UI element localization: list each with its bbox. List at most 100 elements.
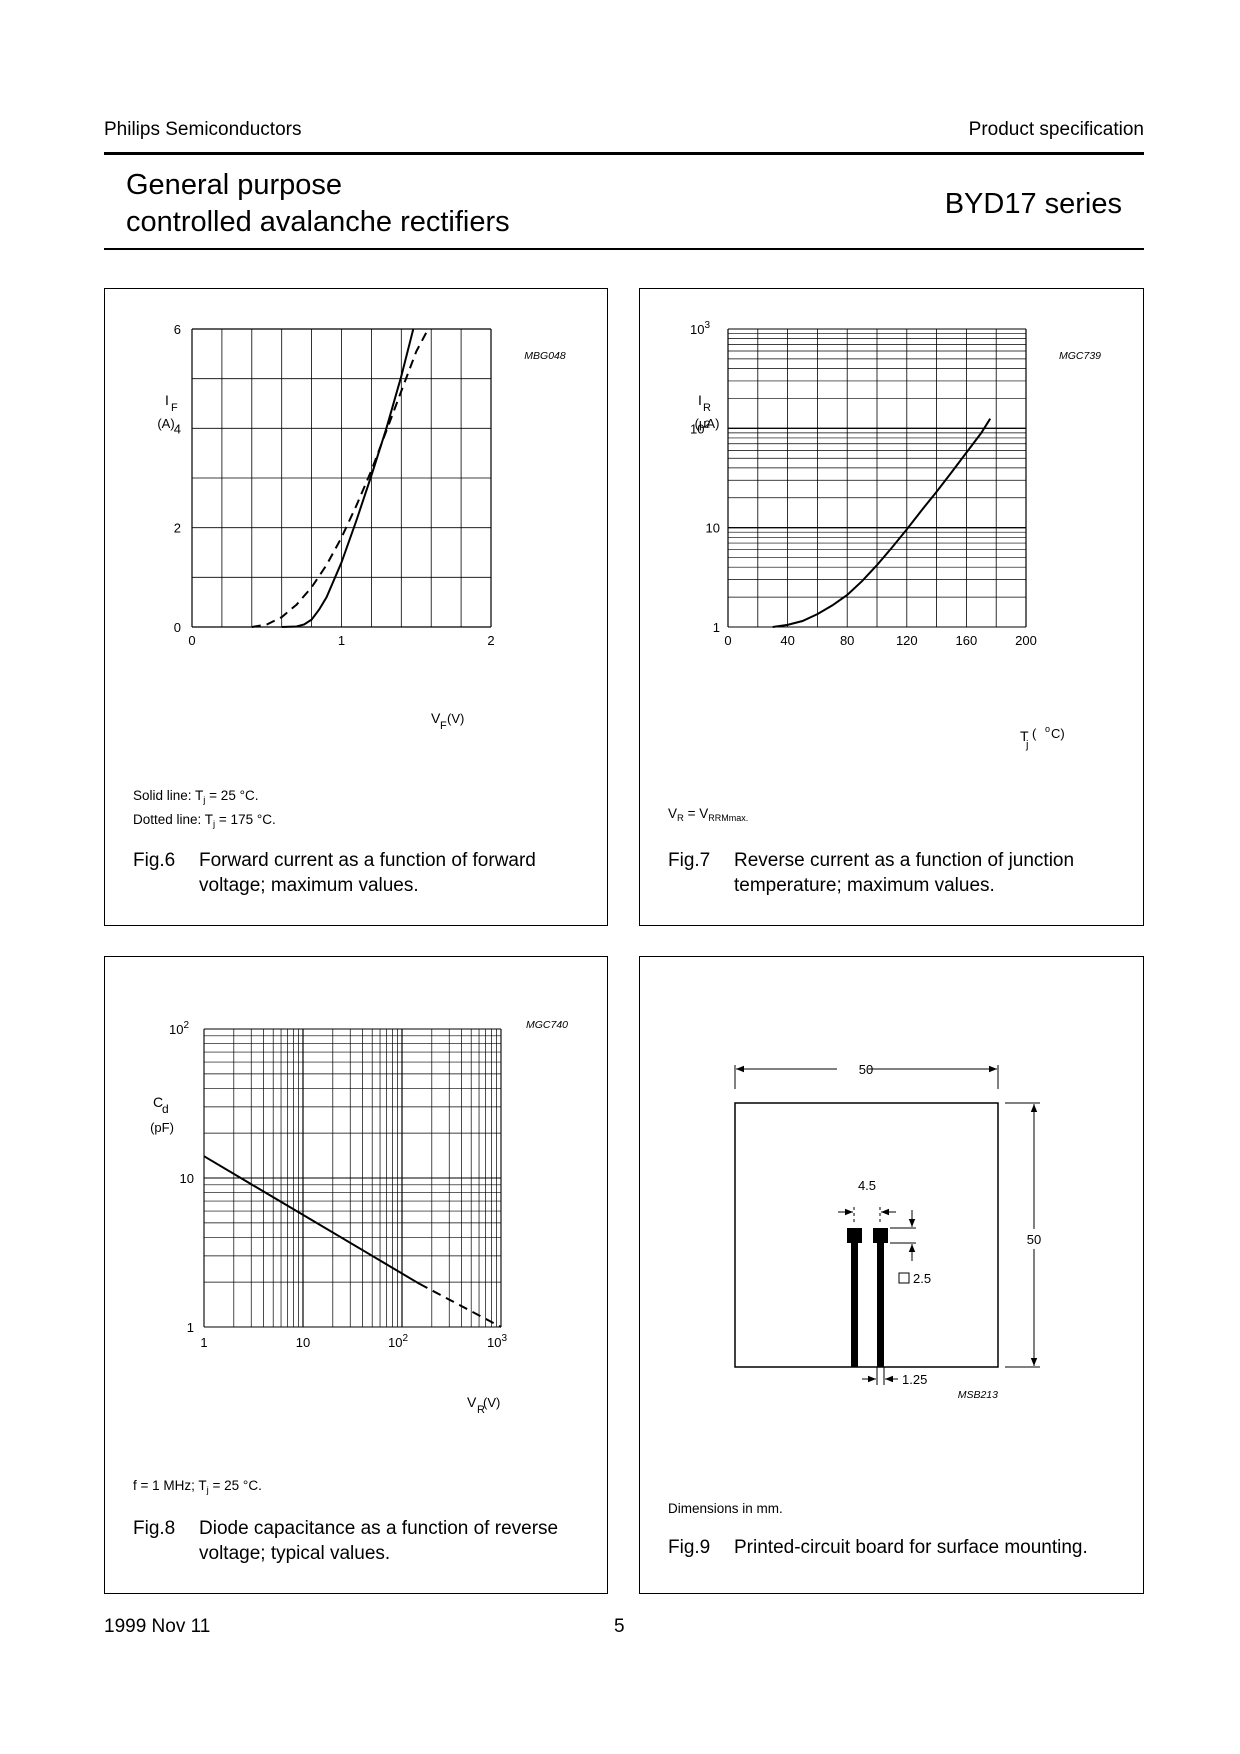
- fig8-xtick-label: 103: [487, 1333, 507, 1350]
- fig8-xtick-labels: 1 10 102 103: [200, 1333, 507, 1350]
- pcb-outline: [734, 1102, 999, 1368]
- fig8-number: Fig.8: [133, 1518, 176, 1539]
- fig7-xtick-label: 80: [840, 633, 854, 648]
- title-line-1: General purpose: [126, 169, 343, 201]
- fig8-ytick-label: 1: [187, 1320, 194, 1335]
- fig8-xtick-label: 102: [388, 1333, 408, 1350]
- fig6-xtick-label: 0: [188, 633, 195, 648]
- fig6-xunit: (V): [447, 711, 464, 726]
- fig8-ytick-label-exp: 2: [183, 1020, 189, 1031]
- fig6-number: Fig.6: [133, 850, 176, 871]
- figure-7-chart: MGC739 I R (μA) 1 10 102 103 0 40 80 120 160 200…: [690, 320, 1101, 751]
- fig7-xtick-labels: 0 40 80 120 160 200: [724, 633, 1036, 648]
- fig7-note: VR = VRRMmax.: [668, 806, 749, 824]
- fig8-yunit: (pF): [150, 1120, 174, 1135]
- fig6-note: Solid line: Tj = 25 °C. Dotted line: Tj …: [133, 785, 276, 833]
- fig7-xlabel-sub: j: [1025, 739, 1028, 751]
- product-series: BYD17 series: [944, 188, 1122, 220]
- fig6-ytick-label: 4: [174, 421, 181, 436]
- fig6-ytick-label: 6: [174, 322, 181, 337]
- square-symbol-icon: [898, 1272, 910, 1284]
- fig9-code: MSB213: [958, 1389, 998, 1401]
- track-dimension: 1.25: [902, 1372, 927, 1387]
- fig6-note-solid: Solid line: Tj = 25 °C.: [133, 788, 259, 806]
- fig8-line-dashed: [418, 1282, 502, 1328]
- fig6-xlabel-sub: F: [440, 720, 447, 732]
- pad-left: [847, 1228, 862, 1243]
- fig6-note-dotted: Dotted line: Tj = 175 °C.: [133, 812, 276, 830]
- fig6-line-25c: [281, 328, 415, 628]
- fig8-xlabel-sub: R: [477, 1404, 485, 1416]
- fig7-xtick-label: 200: [1015, 633, 1037, 648]
- fig7-ytick-label: 103: [690, 320, 710, 337]
- figure-8-panel: MGC740 C d (pF) 1 10 102 1 10 102 103 V R (V)…: [104, 956, 608, 1594]
- fig7-xtick-label: 120: [896, 633, 918, 648]
- fig7-ytick-label: 102: [690, 419, 710, 436]
- fig8-caption-text: Diode capacitance as a function of rever…: [199, 1518, 559, 1564]
- company-name: Philips Semiconductors: [104, 119, 302, 140]
- fig7-series: [772, 418, 992, 628]
- figure-7-panel: MGC739 I R (μA) 1 10 102 103 0 40 80 120 160 200…: [639, 288, 1144, 926]
- pad-dimension: 2.5: [913, 1271, 931, 1286]
- fig8-ytick-label: 102: [169, 1020, 189, 1037]
- header-rule: [104, 152, 1144, 155]
- fig6-caption-text: Forward current as a function of forward…: [199, 850, 536, 896]
- height-dimension: 50: [1027, 1232, 1041, 1247]
- fig6-xtick-label: 1: [338, 633, 345, 648]
- fig7-ytick-label-exp: 3: [704, 320, 710, 331]
- fig8-ytick-label: 10: [180, 1171, 194, 1186]
- fig7-code: MGC739: [1059, 350, 1101, 362]
- fig7-number: Fig.7: [668, 850, 711, 871]
- fig6-ytick-labels: 0 2 4 6: [174, 322, 181, 635]
- fig7-ytick-label-exp: 2: [704, 419, 710, 430]
- track-right: [877, 1243, 884, 1367]
- figure-6-chart: MBG048 I F (A) 0 2 4 6 0 1 2 V F (V): [157, 322, 566, 732]
- fig7-xunit-close: C): [1051, 726, 1065, 741]
- fig7-ytick-label: 1: [713, 620, 720, 635]
- fig8-ylabel-sub: d: [162, 1102, 169, 1116]
- fig6-grid: [191, 328, 492, 628]
- fig8-xlabel-main: V: [467, 1394, 477, 1410]
- fig6-series: [251, 328, 430, 628]
- fig7-ytick-label: 10: [706, 521, 720, 536]
- fig8-note: f = 1 MHz; Tj = 25 °C.: [133, 1478, 262, 1496]
- fig7-xtick-label: 160: [956, 633, 978, 648]
- figure-6-panel: MBG048 I F (A) 0 2 4 6 0 1 2 V F (V) Solid li…: [104, 288, 608, 926]
- fig6-line-175c: [251, 328, 430, 628]
- fig7-xunit-sup: o: [1045, 724, 1050, 734]
- fig8-xunit: (V): [483, 1395, 500, 1410]
- page-number: 5: [614, 1616, 625, 1637]
- document-title: General purpose controlled avalanche rec…: [126, 167, 510, 241]
- fig8-grid: [203, 1028, 502, 1328]
- figure-9-drawing: 50 50 4.5 2.5 1.25 MSB213: [734, 1062, 1041, 1401]
- fig8-xtick-label-exp: 2: [402, 1333, 408, 1344]
- fig6-xtick-labels: 0 1 2: [188, 633, 494, 648]
- figure-9-panel: 50 50 4.5 2.5 1.25 MSB213 Dimensions in …: [639, 956, 1144, 1594]
- fig7-xlabel-main: T: [1020, 728, 1029, 744]
- fig9-note: Dimensions in mm.: [668, 1501, 783, 1516]
- title-line-2: controlled avalanche rectifiers: [126, 206, 510, 238]
- fig6-ytick-label: 0: [174, 620, 181, 635]
- track-left: [851, 1243, 858, 1367]
- figure-8-chart: MGC740 C d (pF) 1 10 102 1 10 102 103 V R (V): [150, 1019, 568, 1416]
- fig6-code: MBG048: [524, 350, 566, 362]
- fig8-line-solid: [203, 1155, 420, 1285]
- fig6-ylabel-sub: F: [171, 402, 178, 414]
- pitch-dimension: 4.5: [858, 1178, 876, 1193]
- fig7-ylabel-main: I: [698, 392, 702, 408]
- fig7-line: [772, 418, 992, 628]
- fig8-ylabel-main: C: [153, 1094, 163, 1110]
- title-rule: [104, 248, 1144, 250]
- fig9-number: Fig.9: [668, 1537, 711, 1558]
- fig7-ytick-labels: 1 10 102 103: [690, 320, 720, 635]
- fig7-yunit: (μA): [695, 416, 720, 431]
- width-dimension: 50: [859, 1062, 873, 1077]
- fig8-xtick-label: 1: [200, 1335, 207, 1350]
- fig8-xtick-label: 10: [296, 1335, 310, 1350]
- fig8-code: MGC740: [526, 1019, 568, 1031]
- fig6-yunit: (A): [157, 416, 174, 431]
- fig9-caption-text: Printed-circuit board for surface mounti…: [734, 1537, 1088, 1558]
- fig6-xtick-label: 2: [487, 633, 494, 648]
- fig7-xtick-label: 0: [724, 633, 731, 648]
- fig7-xunit-open: (: [1032, 726, 1037, 741]
